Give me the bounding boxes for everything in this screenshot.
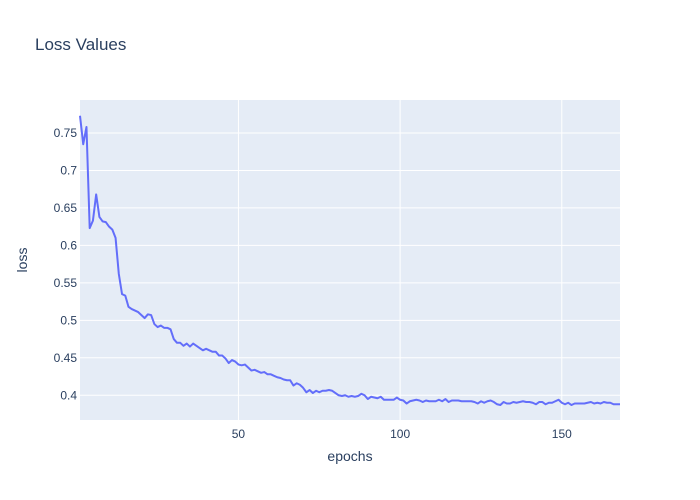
y-tick-label: 0.55 (54, 276, 78, 290)
x-tick-labels: 50 100 150 (232, 427, 572, 441)
x-tick-label: 100 (390, 427, 410, 441)
y-tick-label: 0.75 (54, 126, 78, 140)
y-tick-label: 0.6 (60, 238, 77, 252)
y-tick-label: 0.7 (60, 163, 77, 177)
y-tick-label: 0.4 (60, 388, 77, 402)
y-axis-label: loss (14, 248, 30, 273)
x-tick-label: 150 (552, 427, 572, 441)
y-tick-label: 0.5 (60, 313, 77, 327)
x-axis-label: epochs (327, 448, 372, 464)
plot-area (80, 100, 620, 420)
y-tick-label: 0.45 (54, 351, 78, 365)
grid-layer (80, 100, 620, 420)
series-layer (79, 115, 620, 407)
x-tick-label: 50 (232, 427, 246, 441)
y-tick-labels: 0.4 0.45 0.5 0.55 0.6 0.65 0.7 0.75 (54, 126, 78, 402)
y-tick-label: 0.65 (54, 201, 78, 215)
chart-title: Loss Values (35, 35, 126, 54)
loss-series-line (79, 115, 620, 407)
